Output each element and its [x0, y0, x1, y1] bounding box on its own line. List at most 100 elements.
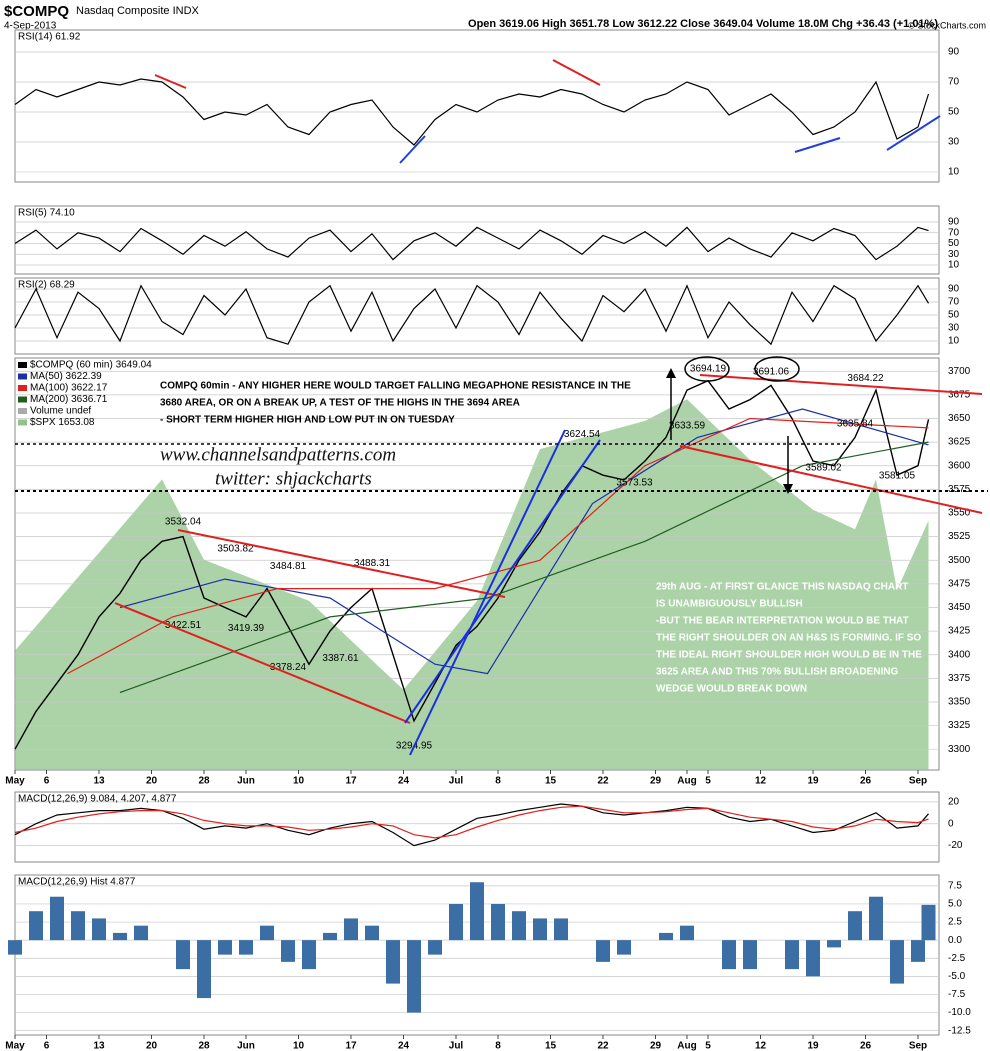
x-tick-label: 6 [44, 776, 50, 787]
arrow [552, 59, 601, 86]
date: 4-Sep-2013 [4, 21, 57, 32]
x-tick-label: 19 [807, 1041, 819, 1051]
line [14, 805, 929, 839]
x-tick-label: 22 [597, 776, 609, 787]
x-tick-label: 24 [398, 1041, 410, 1051]
y-tick-label: 3650 [948, 413, 971, 424]
x-tick-label: May [5, 776, 25, 787]
y-tick-label: 90 [948, 47, 960, 58]
y-tick-label: 30 [948, 137, 960, 148]
y-tick-label: 3550 [948, 508, 971, 519]
hist-bar [218, 940, 232, 955]
arrow-head [783, 484, 793, 494]
y-tick-label: 0.0 [948, 935, 962, 946]
price-label: 3635.84 [837, 418, 874, 429]
symbol: $COMPQ [4, 3, 69, 20]
panel-frame [14, 205, 940, 275]
panel-title: RSI(14) 61.92 [18, 32, 81, 43]
hist-bar [722, 940, 736, 970]
hist-bar [890, 940, 904, 984]
x-tick-label: 5 [705, 776, 711, 787]
price-label: 3422.51 [165, 620, 202, 631]
y-tick-label: 70 [948, 297, 960, 308]
y-tick-label: 50 [948, 310, 960, 321]
y-tick-label: 10 [948, 260, 960, 271]
x-tick-label: Aug [677, 1041, 696, 1051]
symbol-name: Nasdaq Composite INDX [76, 5, 200, 17]
panel-title: RSI(5) 74.10 [18, 208, 75, 219]
y-tick-label: 50 [948, 238, 960, 249]
line [119, 408, 929, 675]
y-tick-label: -7.5 [948, 989, 966, 1000]
price-label: 3378.24 [270, 662, 307, 673]
highlight [684, 356, 730, 382]
annotation: THE RIGHT SHOULDER ON AN H&S IS FORMING.… [656, 633, 921, 644]
trendline [699, 374, 983, 395]
arrow [154, 74, 187, 89]
quote: Open 3619.06 High 3651.78 Low 3612.22 Cl… [468, 18, 938, 30]
annotation: THE IDEAL RIGHT SHOULDER HIGH WOULD BE I… [656, 650, 922, 661]
x-tick-label: 28 [198, 1041, 210, 1051]
x-tick-label: 13 [93, 776, 105, 787]
price-label: 3624.54 [564, 429, 601, 440]
annotation: IS UNAMBIGUOUSLY BULLISH [656, 599, 803, 610]
hist-bar [407, 940, 421, 1013]
hist-bar [911, 940, 925, 962]
y-tick-label: 30 [948, 249, 960, 260]
x-tick-label: 26 [860, 1041, 872, 1051]
y-tick-label: 0 [948, 818, 954, 829]
x-tick-label: 12 [755, 776, 767, 787]
y-tick-label: 50 [948, 107, 960, 118]
hist-bar [71, 911, 85, 941]
x-tick-label: 6 [44, 1041, 50, 1051]
annotation: 29th AUG - AT FIRST GLANCE THIS NASDAQ C… [656, 582, 908, 593]
hist-bar [239, 940, 253, 955]
y-tick-label: 3425 [948, 626, 971, 637]
annotation: - SHORT TERM HIGHER HIGH AND LOW PUT IN … [160, 415, 455, 426]
watermark: www.channelsandpatterns.com [160, 444, 396, 465]
price-label: 3581.05 [879, 470, 916, 481]
x-tick-label: Jul [449, 1041, 464, 1051]
panel-frame [14, 29, 940, 183]
y-tick-label: 3675 [948, 389, 971, 400]
legend-swatch [18, 385, 27, 391]
y-tick-label: -20 [948, 840, 963, 851]
y-tick-label: 3475 [948, 578, 971, 589]
x-tick-label: 29 [650, 1041, 662, 1051]
x-tick-label: 12 [755, 1041, 767, 1051]
y-tick-label: 3325 [948, 720, 971, 731]
x-tick-label: 10 [293, 776, 305, 787]
hist-bar [50, 896, 64, 941]
legend-swatch [18, 396, 27, 403]
x-tick-label: Sep [909, 776, 927, 787]
legend-note: Volume undef [30, 406, 91, 417]
price-label: 3532.04 [165, 517, 202, 528]
y-tick-label: 3575 [948, 484, 971, 495]
line [14, 379, 930, 750]
annotation: -BUT THE BEAR INTERPRETATION WOULD BE TH… [656, 616, 909, 627]
line [14, 803, 929, 847]
hist-bar [596, 940, 610, 962]
y-tick-label: -5.0 [948, 971, 966, 982]
hist-bar [428, 940, 442, 955]
hist-bar [827, 940, 841, 948]
trendline [177, 529, 506, 598]
panel-title: RSI(2) 68.29 [18, 280, 75, 291]
hist-bar [92, 918, 106, 941]
y-tick-label: -10.0 [948, 1007, 971, 1018]
hist-bar [281, 940, 295, 962]
x-tick-label: 8 [495, 776, 501, 787]
hist-bar [512, 911, 526, 941]
y-tick-label: -2.5 [948, 953, 966, 964]
legend-swatch [18, 408, 27, 414]
hist-bar [176, 940, 190, 970]
price-label: 3633.59 [669, 421, 706, 432]
hist-bar [659, 932, 673, 941]
line [119, 441, 929, 694]
price-label: 3488.31 [354, 558, 391, 569]
credit: © StockCharts.com [908, 20, 986, 30]
hist-bar [491, 903, 505, 941]
price-label: 3484.81 [270, 561, 307, 572]
price-label: 3589.02 [805, 463, 842, 474]
y-tick-label: 90 [948, 284, 960, 295]
